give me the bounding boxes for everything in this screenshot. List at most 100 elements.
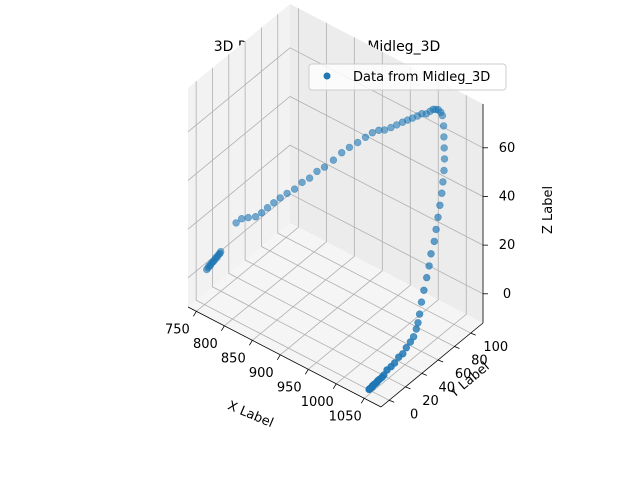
- z-tick-label: 60: [499, 141, 516, 156]
- data-point: [436, 201, 444, 210]
- data-point: [440, 166, 448, 175]
- x-tick-label: 750: [165, 322, 190, 337]
- data-point: [439, 178, 447, 186]
- y-tick-label: 100: [483, 340, 508, 355]
- data-point: [313, 167, 321, 176]
- z-axis-label: Z Label: [541, 186, 556, 234]
- y-tick-mark: [405, 386, 411, 390]
- y-tick-label: 20: [422, 394, 439, 409]
- pane-left: [188, 4, 290, 307]
- data-point: [329, 156, 338, 164]
- z-tick-label: 0: [503, 287, 511, 302]
- data-point: [402, 344, 410, 352]
- data-point: [440, 144, 448, 152]
- legend-frame: [308, 63, 507, 91]
- x-tick-mark: [193, 311, 197, 317]
- x-gridline: [224, 22, 327, 327]
- x-tick-label: 1000: [301, 395, 334, 410]
- x-tick-mark: [276, 354, 281, 361]
- y-tick-mark: [389, 399, 395, 403]
- data-point: [232, 219, 240, 227]
- data-point: [439, 122, 448, 130]
- data-point: [276, 194, 284, 202]
- x-tick-mark: [304, 369, 309, 375]
- data-point: [430, 237, 438, 246]
- data-point: [420, 286, 428, 294]
- y-tick-mark: [454, 346, 460, 349]
- z-tick-label: 20: [499, 238, 516, 253]
- z-tick-label: 40: [499, 189, 516, 204]
- data-point: [368, 129, 377, 137]
- data-point: [298, 178, 306, 187]
- data-point: [425, 262, 433, 270]
- y-tick-label: 60: [455, 367, 472, 382]
- y-gridline: [228, 54, 422, 374]
- data-point: [365, 385, 373, 394]
- y-tick-label: 0: [410, 407, 418, 422]
- data-point: [375, 126, 383, 135]
- data-point: [387, 123, 395, 132]
- y-gridline: [212, 67, 406, 388]
- x-gridline: [308, 66, 411, 370]
- y-tick-label: 40: [439, 380, 456, 395]
- data-point: [244, 213, 253, 222]
- data-point: [258, 209, 266, 217]
- data-point: [427, 250, 435, 258]
- data-point: [434, 213, 442, 222]
- x-gridline: [363, 95, 467, 399]
- data-point: [345, 143, 354, 152]
- data-point: [283, 189, 291, 198]
- x-gridline: [252, 37, 355, 341]
- data-point: [251, 213, 260, 221]
- x-tick-label: 1050: [329, 409, 362, 424]
- x-tick-mark: [332, 383, 337, 390]
- x-tick-mark: [360, 398, 365, 404]
- data-point: [354, 138, 362, 147]
- y-tick-mark: [421, 373, 427, 376]
- legend-marker: [323, 72, 331, 80]
- data-point: [338, 149, 346, 157]
- data-point: [238, 215, 246, 223]
- y-tick-label: 80: [471, 354, 488, 369]
- x-tick-label: 800: [193, 337, 218, 352]
- x-gridline: [196, 8, 299, 312]
- y-gridline: [261, 27, 455, 347]
- y-tick-mark: [470, 332, 476, 336]
- data-point: [440, 155, 449, 163]
- x-axis-label: X Label: [225, 398, 275, 431]
- x-tick-label: 850: [221, 351, 246, 366]
- axis-lines: [187, 104, 484, 408]
- data-point: [203, 265, 211, 274]
- z-gridline: [187, 95, 484, 197]
- data-point: [417, 298, 426, 306]
- data-point: [395, 353, 403, 361]
- data-point: [415, 310, 424, 318]
- x-tick-label: 950: [277, 380, 302, 395]
- data-point: [361, 133, 370, 142]
- data-points: [203, 105, 449, 394]
- y-gridline: [195, 81, 390, 401]
- data-point: [440, 133, 448, 141]
- y-gridline: [277, 14, 471, 334]
- x-tick-mark: [221, 325, 225, 332]
- data-point: [438, 189, 446, 197]
- data-point: [270, 199, 278, 207]
- data-point: [412, 325, 420, 333]
- legend: Data from Midleg_3D: [308, 63, 507, 91]
- data-point: [320, 163, 329, 171]
- y-gridline: [244, 40, 439, 361]
- data-point: [414, 319, 422, 327]
- x-tick-label: 900: [249, 366, 274, 381]
- legend-label: Data from Midleg_3D: [353, 70, 490, 85]
- y-axis-line: [380, 322, 484, 408]
- data-point: [423, 273, 431, 282]
- data-point: [263, 204, 272, 212]
- y-tick-mark: [437, 359, 444, 363]
- z-gridline: [187, 144, 484, 246]
- x-gridline: [335, 80, 439, 385]
- x-gridline: [280, 51, 383, 356]
- data-point: [432, 225, 440, 234]
- x-tick-mark: [248, 340, 253, 346]
